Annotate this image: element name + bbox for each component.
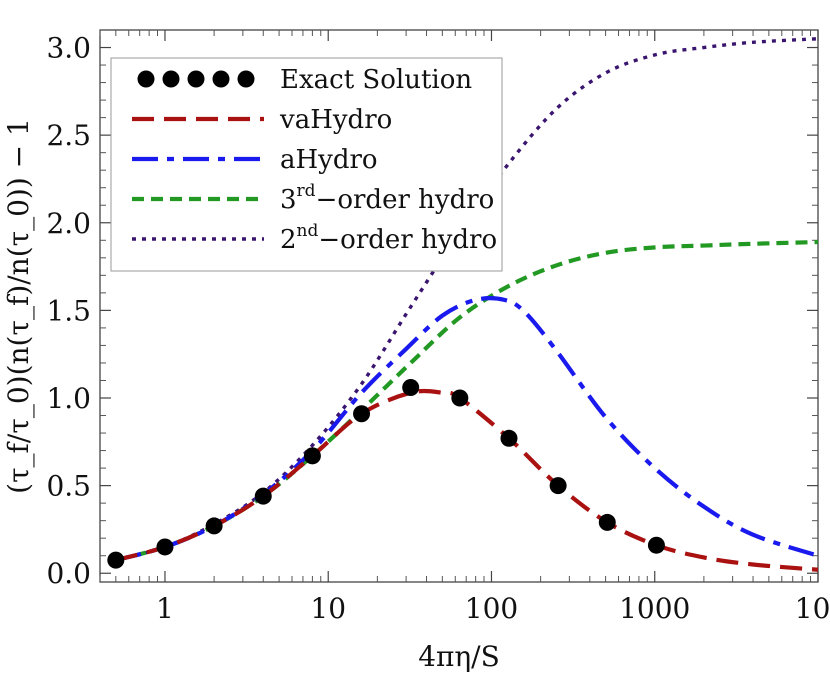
y-tick-label: 1.0 [46,382,91,415]
exact-solution-point [107,551,125,569]
legend-marker-point [137,70,155,88]
legend-marker-point [212,70,230,88]
x-tick-label: 100 [465,592,518,625]
legend-label: 2nd−order hydro [280,221,497,255]
legend-label-base: 3 [280,185,297,215]
x-axis-label: 4πη/S [418,640,500,673]
legend-label: Exact Solution [280,65,472,95]
legend-marker-point [162,70,180,88]
exact-solution-point [205,517,223,535]
y-tick-label: 0.5 [46,470,91,503]
y-axis-label: (τ_f/τ_0)(n(τ_f)/n(τ_0)) − 1 [2,118,35,494]
exact-solution-point [303,447,321,465]
y-tick-label: 2.5 [46,119,91,152]
legend-label-tail: −order hydro [316,185,495,215]
exact-solution-point [353,405,371,423]
exact-solution-point [451,389,469,407]
y-tick-label: 1.5 [46,294,91,327]
legend-label-tail: −order hydro [318,225,497,255]
legend-label: aHydro [280,145,378,175]
y-tick-label: 2.0 [46,207,91,240]
y-tick-label: 0.0 [46,557,91,590]
exact-solution-point [598,513,616,531]
legend-marker-point [187,70,205,88]
y-tick-label: 3.0 [46,32,91,65]
legend-label: 3rd−order hydro [280,181,494,215]
exact-solution-point [549,477,567,495]
exact-solution-point [254,487,272,505]
legend-label: vaHydro [279,105,392,135]
legend-box [110,57,503,272]
exact-solution-point [402,378,420,396]
legend-label-sup: rd [297,181,316,201]
plot-frame [99,29,819,583]
legend-label-base: 2 [280,225,297,255]
exact-solution-point [647,536,665,554]
x-tick-label: 10 [310,592,346,625]
x-tick-label: 104 [795,591,830,625]
exact-solution-point [156,538,174,556]
series-line-ahydro [115,296,818,563]
legend-label-sup: nd [297,221,319,241]
x-tick-label: 1000 [619,592,690,625]
series-line-vahydro [115,388,818,572]
x-tick-label: 1 [156,592,174,625]
exact-solution-point [500,429,518,447]
legend-marker-point [237,70,255,88]
